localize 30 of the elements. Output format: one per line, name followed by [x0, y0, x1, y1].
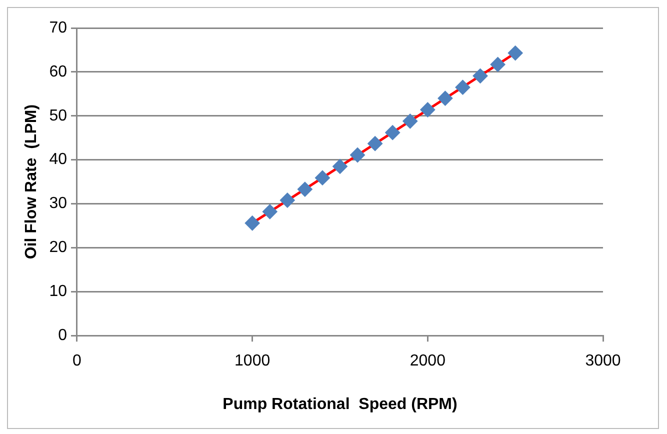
- point: [438, 90, 453, 106]
- x-tick-label: 2000: [410, 352, 446, 370]
- point: [368, 136, 383, 152]
- y-tick-label: 10: [49, 283, 68, 300]
- y-tick-label: 70: [49, 19, 68, 36]
- point: [472, 68, 488, 84]
- point: [385, 125, 400, 140]
- point: [508, 46, 523, 61]
- y-tick-label: 50: [49, 107, 68, 124]
- y-tick-label: 30: [49, 195, 68, 212]
- x-tick-label: 0: [72, 352, 82, 370]
- point: [280, 192, 295, 208]
- point: [244, 216, 260, 231]
- y-tick-label: 20: [49, 239, 68, 256]
- x-tick-label: 3000: [585, 352, 621, 370]
- y-axis-title: Oil Flow Rate (LPM): [23, 104, 40, 260]
- y-tick-label: 0: [58, 327, 68, 344]
- point: [420, 102, 436, 118]
- x-tick-label: 1000: [234, 352, 270, 370]
- y-tick-label: 40: [49, 151, 68, 168]
- y-tick-label: 60: [49, 63, 68, 80]
- point: [490, 56, 506, 72]
- point: [402, 114, 418, 129]
- point: [297, 182, 312, 197]
- point: [350, 147, 366, 162]
- point: [314, 170, 330, 186]
- point: [455, 80, 470, 95]
- x-axis-title: Pump Rotational Speed (RPM): [222, 396, 458, 413]
- point: [332, 158, 348, 174]
- point: [262, 204, 278, 220]
